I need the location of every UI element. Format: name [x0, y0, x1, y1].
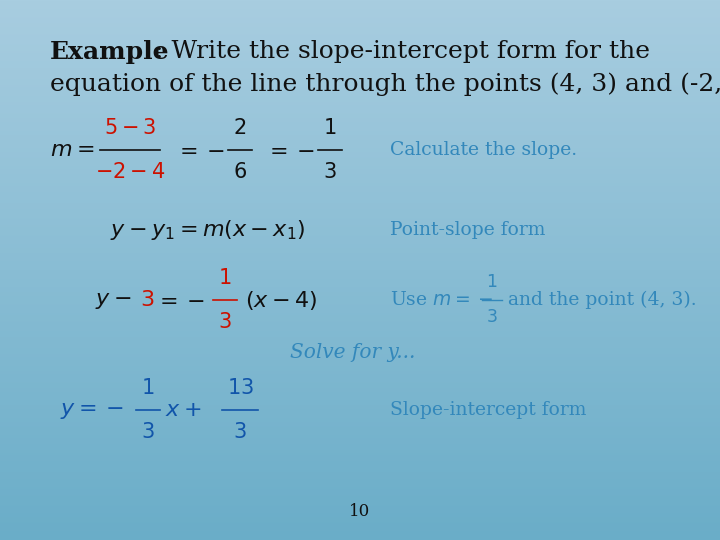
Text: equation of the line through the points (4, 3) and (-2, 5).: equation of the line through the points … [50, 72, 720, 96]
Text: $13$: $13$ [227, 378, 253, 398]
Text: $1$: $1$ [486, 274, 498, 291]
Text: $1$: $1$ [323, 118, 337, 138]
Text: $y = -$: $y = -$ [60, 399, 124, 421]
Text: $3$: $3$ [141, 422, 155, 442]
Text: $y - $: $y - $ [95, 289, 131, 311]
Text: $3$: $3$ [486, 309, 498, 326]
Text: $= -$: $= -$ [265, 139, 315, 161]
Text: and the point (4, 3).: and the point (4, 3). [508, 291, 697, 309]
Text: Slope-intercept form: Slope-intercept form [390, 401, 586, 419]
Text: $x + $: $x + $ [165, 399, 202, 421]
Text: $3$: $3$ [323, 162, 337, 182]
Text: $6$: $6$ [233, 162, 247, 182]
Text: $3$: $3$ [140, 289, 154, 311]
Text: $m = $: $m = $ [50, 139, 94, 161]
Text: Calculate the slope.: Calculate the slope. [390, 141, 577, 159]
Text: $(x - 4)$: $(x - 4)$ [245, 288, 317, 312]
Text: Solve for y...: Solve for y... [290, 342, 415, 361]
Text: $ = -$: $ = -$ [155, 289, 205, 311]
Text: $3$: $3$ [233, 422, 247, 442]
Text: $y - y_1 = m(x - x_1)$: $y - y_1 = m(x - x_1)$ [110, 218, 305, 242]
Text: 10: 10 [349, 503, 371, 521]
Text: Example: Example [50, 40, 170, 64]
Text: $1$: $1$ [141, 378, 155, 398]
Text: $3$: $3$ [218, 312, 232, 332]
Text: Point-slope form: Point-slope form [390, 221, 545, 239]
Text: $1$: $1$ [218, 268, 232, 288]
Text: : Write the slope-intercept form for the: : Write the slope-intercept form for the [155, 40, 650, 63]
Text: $5 - 3$: $5 - 3$ [104, 118, 156, 138]
Text: $= -$: $= -$ [175, 139, 225, 161]
Text: $-2 - 4$: $-2 - 4$ [95, 162, 166, 182]
Text: $2$: $2$ [233, 118, 246, 138]
Text: Use $m = -$: Use $m = -$ [390, 291, 493, 309]
